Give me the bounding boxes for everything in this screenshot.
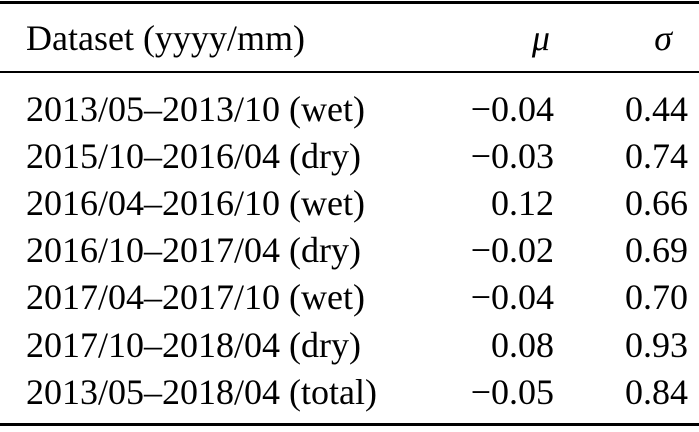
table-top-rule bbox=[0, 1, 699, 4]
dataset-cell: 2013/05–2018/04 (total) bbox=[26, 371, 377, 412]
mu-cell: −0.04 bbox=[470, 88, 554, 129]
sigma-cell: 0.93 bbox=[625, 324, 688, 365]
dataset-cell: 2015/10–2016/04 (dry) bbox=[26, 135, 361, 176]
dataset-cell: 2017/10–2018/04 (dry) bbox=[26, 324, 361, 365]
mu-cell: −0.04 bbox=[470, 277, 554, 318]
dataset-cell: 2016/04–2016/10 (wet) bbox=[26, 182, 365, 223]
table-row: 2016/10–2017/04 (dry) −0.02 0.69 bbox=[0, 227, 699, 274]
table-body: 2013/05–2013/10 (wet) −0.04 0.44 2015/10… bbox=[0, 85, 699, 415]
table-header-rule bbox=[0, 71, 699, 73]
dataset-cell: 2016/10–2017/04 (dry) bbox=[26, 230, 361, 271]
header-sigma: σ bbox=[654, 17, 672, 58]
dataset-cell: 2013/05–2013/10 (wet) bbox=[26, 88, 365, 129]
mu-cell: 0.12 bbox=[491, 182, 554, 223]
sigma-cell: 0.69 bbox=[625, 230, 688, 271]
sigma-cell: 0.84 bbox=[625, 371, 688, 412]
sigma-cell: 0.44 bbox=[625, 88, 688, 129]
header-mu: μ bbox=[531, 17, 550, 58]
mu-cell: 0.08 bbox=[491, 324, 554, 365]
table-row: 2013/05–2018/04 (total) −0.05 0.84 bbox=[0, 368, 699, 415]
table-row: 2017/04–2017/10 (wet) −0.04 0.70 bbox=[0, 274, 699, 321]
mu-cell: −0.03 bbox=[470, 135, 554, 176]
table-bottom-rule bbox=[0, 423, 699, 426]
dataset-cell: 2017/04–2017/10 (wet) bbox=[26, 277, 365, 318]
sigma-cell: 0.70 bbox=[625, 277, 688, 318]
table-header-row: Dataset (yyyy/mm) μ σ bbox=[0, 14, 699, 61]
sigma-cell: 0.74 bbox=[625, 135, 688, 176]
table-row: 2013/05–2013/10 (wet) −0.04 0.44 bbox=[0, 85, 699, 132]
mu-cell: −0.02 bbox=[470, 230, 554, 271]
mu-cell: −0.05 bbox=[470, 371, 554, 412]
table-row: 2017/10–2018/04 (dry) 0.08 0.93 bbox=[0, 321, 699, 368]
table-row: 2015/10–2016/04 (dry) −0.03 0.74 bbox=[0, 132, 699, 179]
table-row: 2016/04–2016/10 (wet) 0.12 0.66 bbox=[0, 179, 699, 226]
header-dataset: Dataset (yyyy/mm) bbox=[26, 17, 305, 58]
sigma-cell: 0.66 bbox=[625, 182, 688, 223]
